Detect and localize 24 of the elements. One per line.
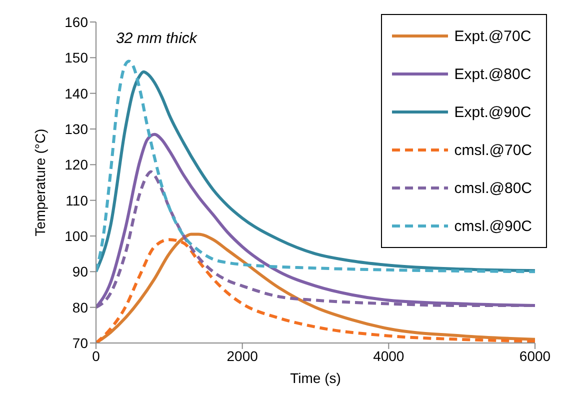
- y-tick-label: 120: [64, 156, 88, 173]
- y-tick-label: 160: [64, 14, 88, 30]
- y-tick-label: 150: [64, 50, 88, 66]
- y-tick-label: 100: [64, 228, 88, 244]
- x-tick-label: 2000: [226, 348, 258, 364]
- x-tick-label: 0: [92, 348, 100, 364]
- legend-label: Expt.@70C: [454, 28, 532, 44]
- legend-label: cmsl.@70C: [454, 142, 532, 158]
- y-tick-label: 80: [72, 299, 88, 316]
- y-tick-label: 90: [72, 264, 88, 280]
- annotation: 32 mm thick: [116, 30, 197, 47]
- y-tick-label: 130: [64, 120, 88, 137]
- x-tick-label: 4000: [373, 348, 404, 364]
- legend-label: cmsl.@80C: [454, 180, 532, 196]
- line-series: [96, 132, 535, 309]
- legend-label: Expt.@80C: [454, 66, 532, 82]
- legend-label: cmsl.@90C: [454, 218, 532, 234]
- y-tick-label: 140: [64, 85, 88, 102]
- legend-label: Expt.@90C: [454, 104, 532, 120]
- y-axis-title: Temperature (°C): [32, 128, 48, 236]
- y-tick-label: 70: [72, 334, 88, 351]
- y-tick-label: 110: [66, 192, 88, 208]
- x-axis-title: Time (s): [290, 370, 341, 386]
- x-tick-label: 6000: [519, 348, 551, 364]
